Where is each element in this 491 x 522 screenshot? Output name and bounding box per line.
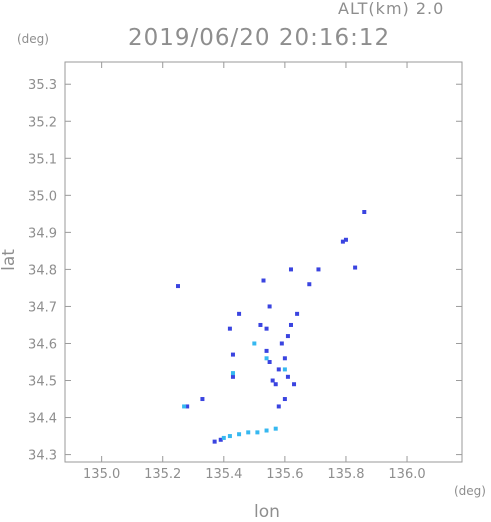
echo-point-blue <box>261 278 266 283</box>
x-tick-label: 135.8 <box>327 467 364 482</box>
echo-point-blue <box>279 341 284 346</box>
x-unit-label: (deg) <box>454 484 486 498</box>
echo-point-blue <box>230 352 235 357</box>
echo-point-blue <box>282 397 287 402</box>
y-tick-label: 34.8 <box>28 263 57 278</box>
y-unit-label: (deg) <box>17 32 49 46</box>
echo-point-cyan <box>282 367 287 372</box>
echo-point-cyan <box>230 371 235 376</box>
echo-point-cyan <box>227 434 232 439</box>
echo-point-blue <box>258 322 263 327</box>
chart-title: 2019/06/20 20:16:12 <box>128 25 391 51</box>
y-tick-label: 34.4 <box>28 412 57 427</box>
echo-point-blue <box>237 311 242 316</box>
echo-point-blue <box>218 437 223 442</box>
echo-point-blue <box>282 356 287 361</box>
echo-point-blue <box>288 322 293 327</box>
x-tick-label: 135.2 <box>144 467 181 482</box>
x-axis-label: lon <box>254 502 280 522</box>
echo-point-blue <box>273 382 278 387</box>
y-tick-label: 35.2 <box>28 115 57 130</box>
y-tick-label: 35.1 <box>28 152 57 167</box>
echo-point-blue <box>270 378 275 383</box>
x-tick-label: 135.6 <box>266 467 303 482</box>
y-tick-label: 34.9 <box>28 226 57 241</box>
echo-point-blue <box>285 334 290 339</box>
echo-point-blue <box>175 284 180 289</box>
echo-point-cyan <box>252 341 257 346</box>
echo-point-cyan <box>264 428 269 433</box>
x-tick-label: 135.0 <box>83 467 120 482</box>
y-tick-label: 34.5 <box>28 375 57 390</box>
echo-point-blue <box>285 374 290 379</box>
x-tick-label: 136.0 <box>388 467 425 482</box>
echo-point-cyan <box>182 404 187 409</box>
echo-point-blue <box>264 348 269 353</box>
echo-point-cyan <box>221 435 226 440</box>
echo-point-cyan <box>237 432 242 437</box>
echo-point-cyan <box>255 430 260 435</box>
echo-point-blue <box>353 265 358 270</box>
echo-point-cyan <box>264 356 269 361</box>
y-tick-label: 34.7 <box>28 300 57 315</box>
echo-point-blue <box>276 404 281 409</box>
echo-point-blue <box>343 237 348 242</box>
echo-point-blue <box>292 382 297 387</box>
y-tick-label: 34.3 <box>28 449 57 464</box>
echo-point-blue <box>264 326 269 331</box>
echo-point-blue <box>316 267 321 272</box>
echo-point-blue <box>362 210 367 214</box>
echo-point-blue <box>185 404 190 409</box>
echo-point-blue <box>340 239 345 244</box>
echo-point-blue <box>267 304 272 309</box>
y-tick-label: 35.0 <box>28 189 57 204</box>
y-tick-label: 35.3 <box>28 78 57 93</box>
echo-point-blue <box>230 374 235 379</box>
echo-point-cyan <box>273 426 278 431</box>
y-axis-label: lat <box>0 249 19 271</box>
altitude-label: ALT(km) 2.0 <box>338 0 445 18</box>
echo-point-cyan <box>246 430 251 435</box>
echo-point-blue <box>200 397 205 402</box>
echo-point-blue <box>267 360 272 364</box>
echo-point-blue <box>295 311 300 316</box>
echo-point-blue <box>307 282 312 287</box>
echo-point-blue <box>212 439 217 444</box>
echo-point-blue <box>276 367 281 372</box>
echo-point-blue <box>227 326 232 331</box>
plot-frame <box>64 61 463 463</box>
y-tick-label: 34.6 <box>28 337 57 352</box>
echo-point-blue <box>288 267 293 272</box>
x-tick-label: 135.4 <box>205 467 242 482</box>
